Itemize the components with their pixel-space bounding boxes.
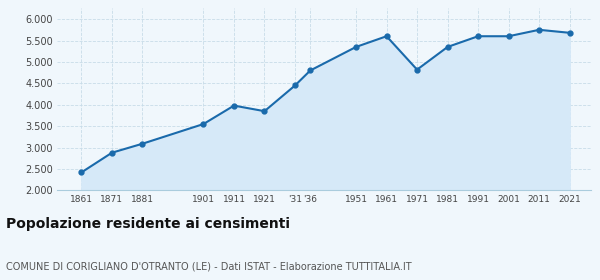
Text: Popolazione residente ai censimenti: Popolazione residente ai censimenti bbox=[6, 217, 290, 231]
Text: COMUNE DI CORIGLIANO D'OTRANTO (LE) - Dati ISTAT - Elaborazione TUTTITALIA.IT: COMUNE DI CORIGLIANO D'OTRANTO (LE) - Da… bbox=[6, 262, 412, 272]
